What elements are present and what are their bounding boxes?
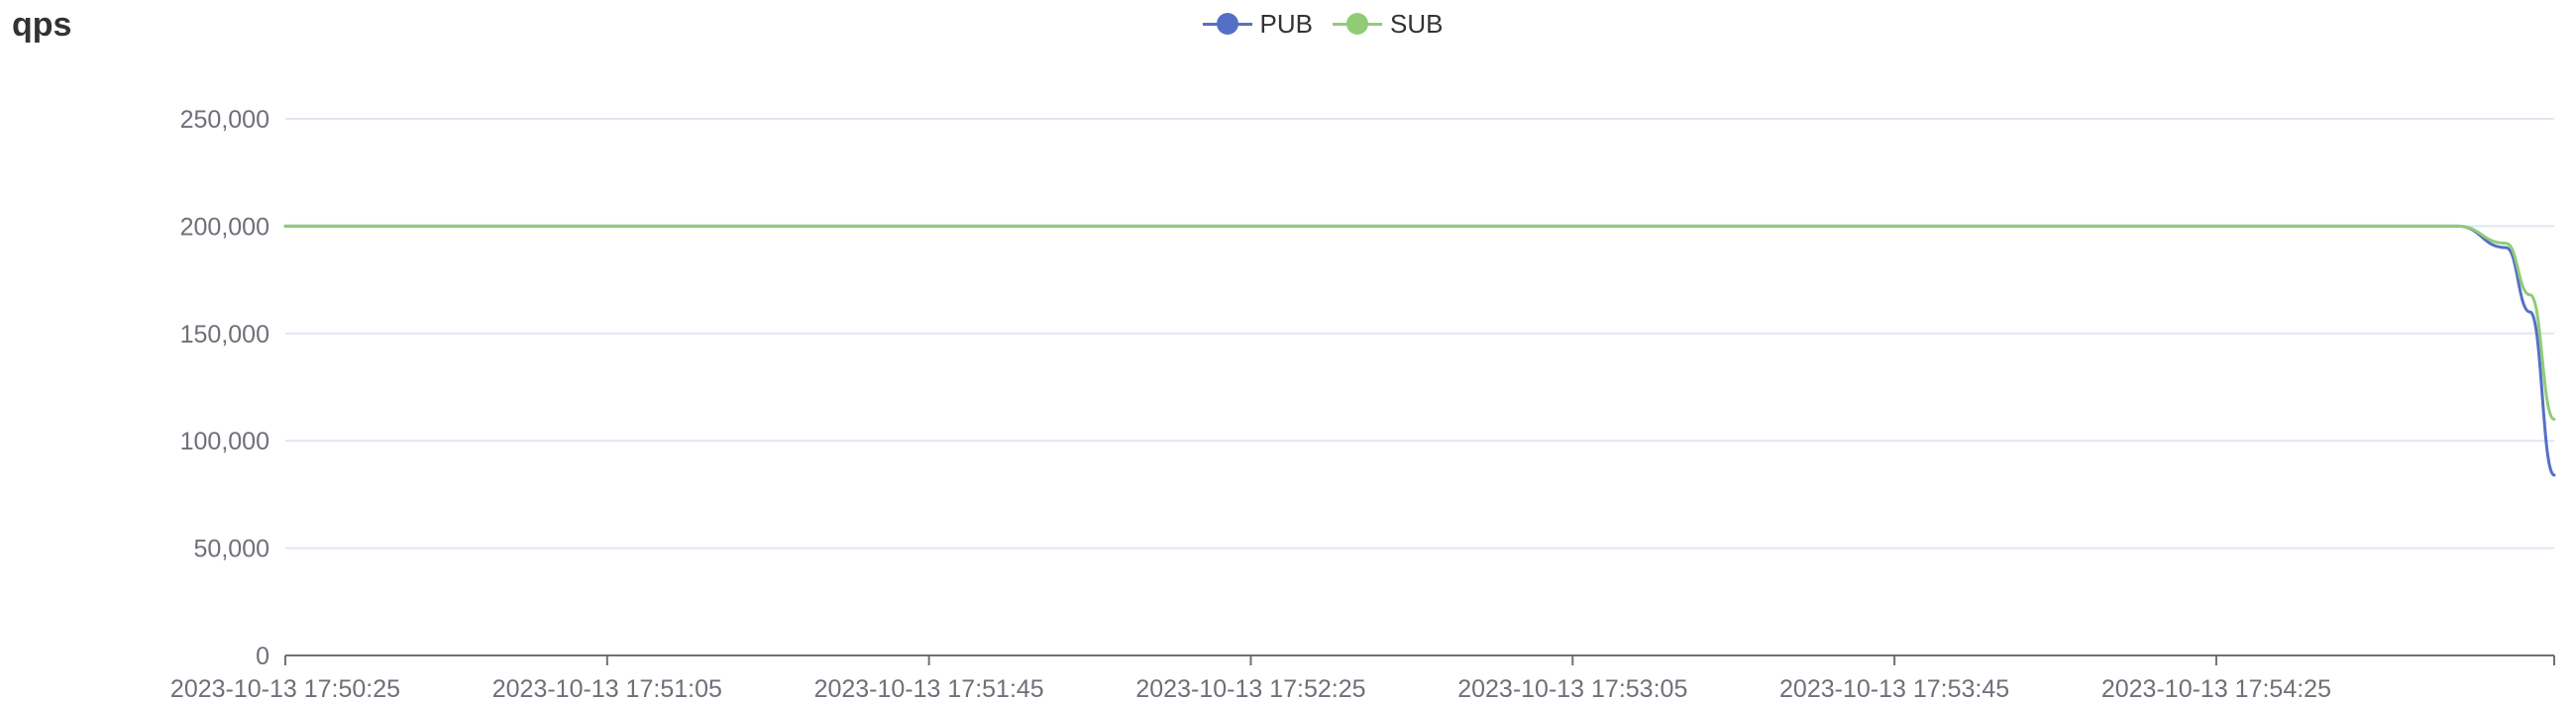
x-tick-label: 2023-10-13 17:51:45	[814, 675, 1044, 701]
legend: PUB SUB	[0, 4, 2576, 44]
chart-title: qps	[12, 6, 72, 44]
axis-layer: 0 50,000 100,000 150,000 200,000 250,000 2023-…	[170, 106, 2555, 701]
y-tick-label: 0	[256, 643, 269, 670]
x-tick-label: 2023-10-13 17:53:05	[1457, 675, 1687, 701]
x-tick-label: 2023-10-13 17:51:05	[492, 675, 722, 701]
legend-label-pub: PUB	[1259, 8, 1313, 39]
y-tick-label: 100,000	[180, 428, 269, 455]
legend-item-sub[interactable]: SUB	[1333, 4, 1443, 44]
x-tick-label: 2023-10-13 17:54:25	[2101, 675, 2331, 701]
x-tick-label: 2023-10-13 17:53:45	[1779, 675, 2009, 701]
legend-swatch-sub	[1333, 12, 1382, 36]
series-line-pub	[283, 224, 2556, 477]
series-line-sub	[283, 224, 2556, 422]
y-tick-label: 150,000	[180, 321, 269, 349]
series-layer	[283, 224, 2556, 477]
y-tick-label: 200,000	[180, 213, 269, 241]
y-tick-label: 50,000	[194, 536, 269, 563]
grid-layer	[285, 118, 2554, 550]
legend-item-pub[interactable]: PUB	[1202, 4, 1313, 44]
x-tick-label: 2023-10-13 17:52:25	[1135, 675, 1365, 701]
x-tick-label: 2023-10-13 17:50:25	[170, 675, 400, 701]
legend-swatch-pub	[1202, 12, 1252, 36]
y-tick-label: 250,000	[180, 106, 269, 134]
legend-label-sub: SUB	[1390, 8, 1444, 39]
